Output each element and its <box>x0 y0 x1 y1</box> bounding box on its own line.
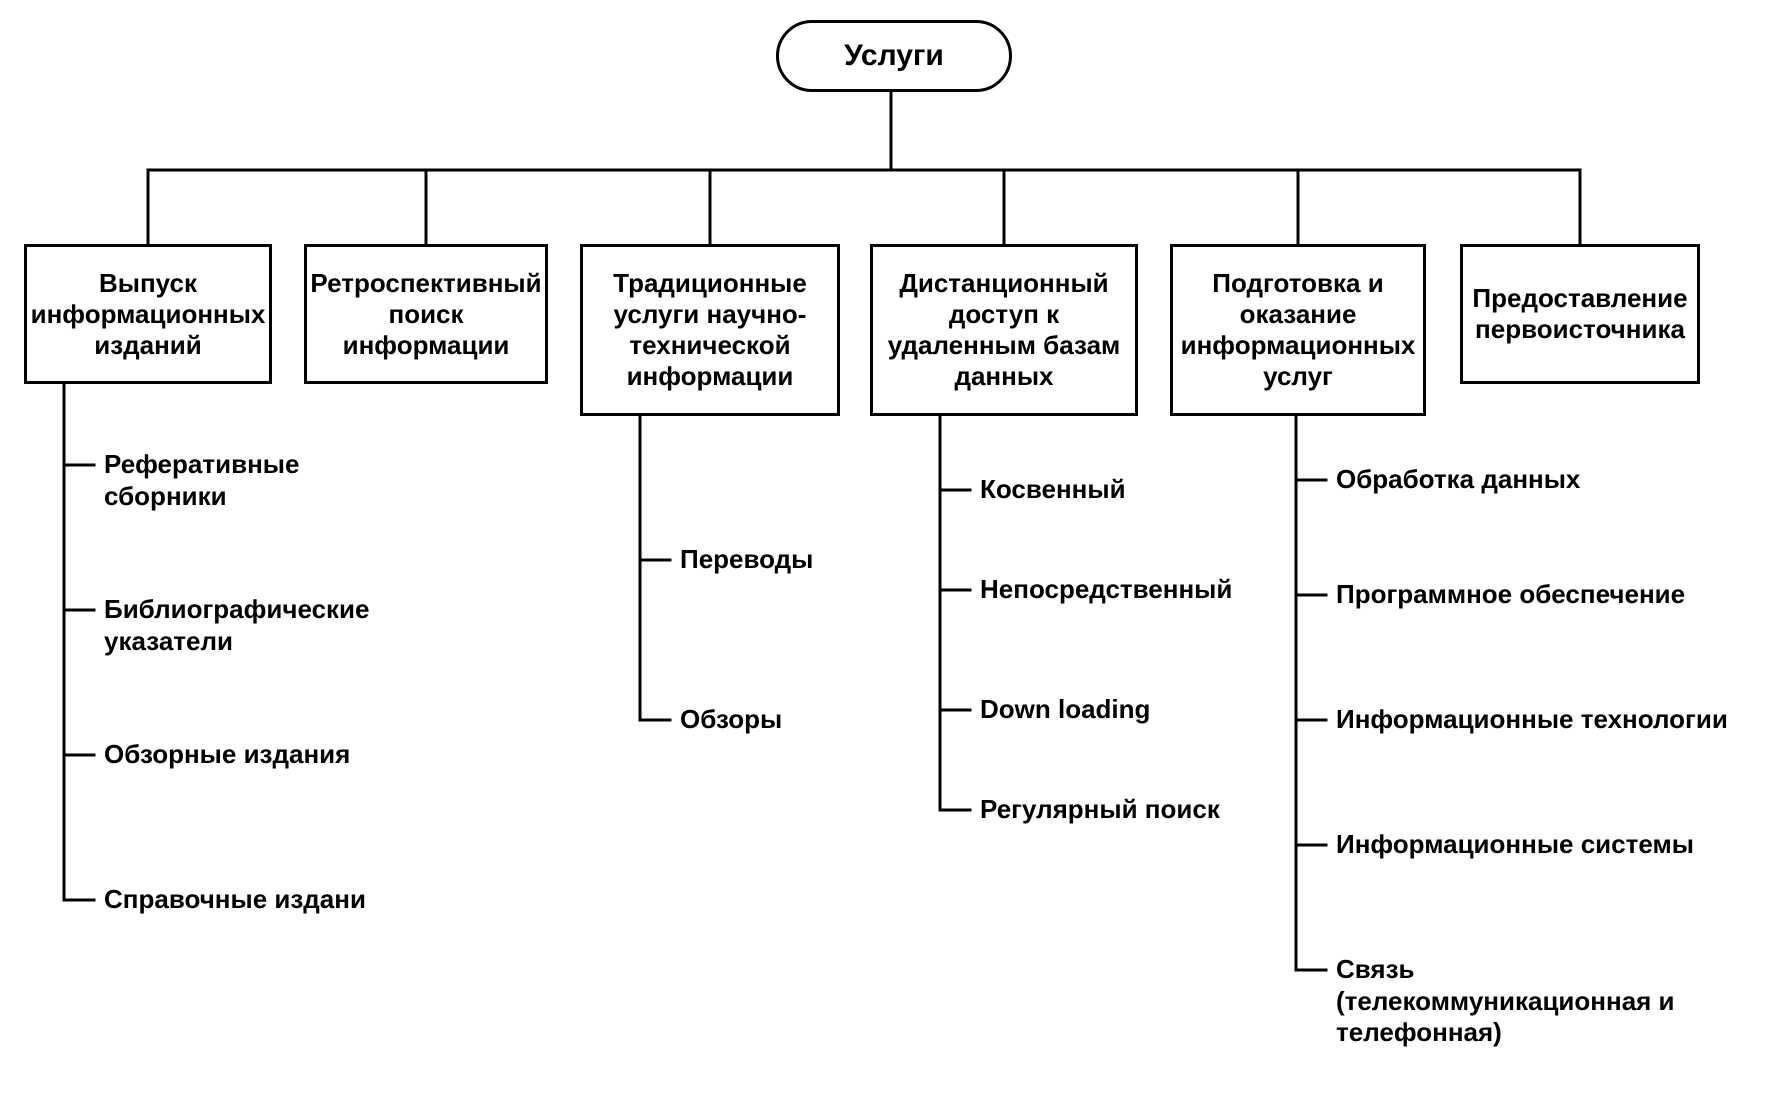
branch-node-b6: Предоставление первоисточника <box>1460 244 1700 384</box>
leaf-b1-2: Обзорные издания <box>104 739 404 770</box>
branch-node-b2: Ретроспективный поиск информации <box>304 244 548 384</box>
branch-node-b1: Выпуск информационных изданий <box>24 244 272 384</box>
leaf-b5-2: Информационные технологии <box>1336 704 1736 735</box>
leaf-b5-3: Информационные системы <box>1336 829 1736 860</box>
leaf-b5-1: Программное обеспечение <box>1336 579 1736 610</box>
leaf-b3-1: Обзоры <box>680 704 980 735</box>
leaf-b5-0: Обработка данных <box>1336 464 1736 495</box>
branch-node-b5: Подготовка и оказание информационных усл… <box>1170 244 1426 416</box>
leaf-b5-4: Связь (телекоммуникационная и телефонная… <box>1336 954 1736 1048</box>
leaf-b1-1: Библиографические указатели <box>104 594 404 656</box>
root-node: Услуги <box>776 20 1012 92</box>
leaf-b1-3: Справочные издани <box>104 884 404 915</box>
leaf-b4-1: Непосредственный <box>980 574 1280 605</box>
branch-node-b4: Дистанционный доступ к удаленным базам д… <box>870 244 1138 416</box>
leaf-b4-2: Down loading <box>980 694 1280 725</box>
diagram-canvas: Услуги Выпуск информационных изданий Рефер… <box>0 0 1774 1108</box>
leaf-b4-3: Регулярный поиск <box>980 794 1280 825</box>
branch-node-b3: Традиционные услуги научно-технической и… <box>580 244 840 416</box>
leaf-b4-0: Косвенный <box>980 474 1280 505</box>
leaf-b1-0: Реферативные сборники <box>104 449 404 511</box>
leaf-b3-0: Переводы <box>680 544 980 575</box>
